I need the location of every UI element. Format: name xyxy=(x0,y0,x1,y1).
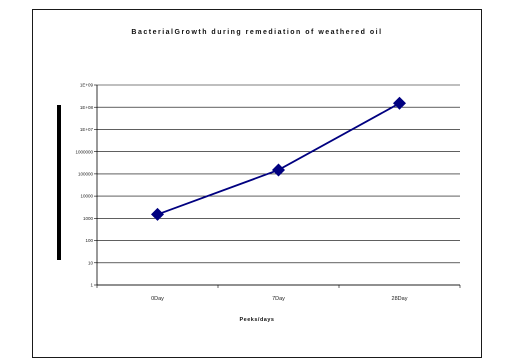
y-tick-label: 1000 xyxy=(83,216,94,221)
x-axis-label: Peeks/days xyxy=(239,317,275,323)
y-tick-label: 1E+08 xyxy=(80,105,94,110)
y-tick-label: 1000000 xyxy=(75,149,93,154)
x-tick-label: 0Day xyxy=(151,296,164,302)
y-tick-label: 100 xyxy=(85,238,93,243)
y-axis-label-bar xyxy=(57,105,61,260)
y-tick-label: 10000 xyxy=(80,194,93,199)
y-tick-label: 1E+07 xyxy=(80,127,94,132)
series-line xyxy=(157,102,400,216)
x-tick-label: 7Day xyxy=(272,296,285,302)
x-tick-label: 28Day xyxy=(392,296,408,302)
data-point-marker xyxy=(151,207,164,221)
y-tick-label: 1E+09 xyxy=(80,83,94,88)
chart-title: BacterialGrowth during remediation of we… xyxy=(131,29,383,36)
data-point-marker xyxy=(393,96,406,110)
y-tick-label: 100000 xyxy=(78,171,94,176)
data-point-marker xyxy=(272,163,285,177)
y-tick-label: 10 xyxy=(88,260,94,265)
chart-area xyxy=(32,9,482,358)
y-tick-label: 1 xyxy=(90,283,93,288)
